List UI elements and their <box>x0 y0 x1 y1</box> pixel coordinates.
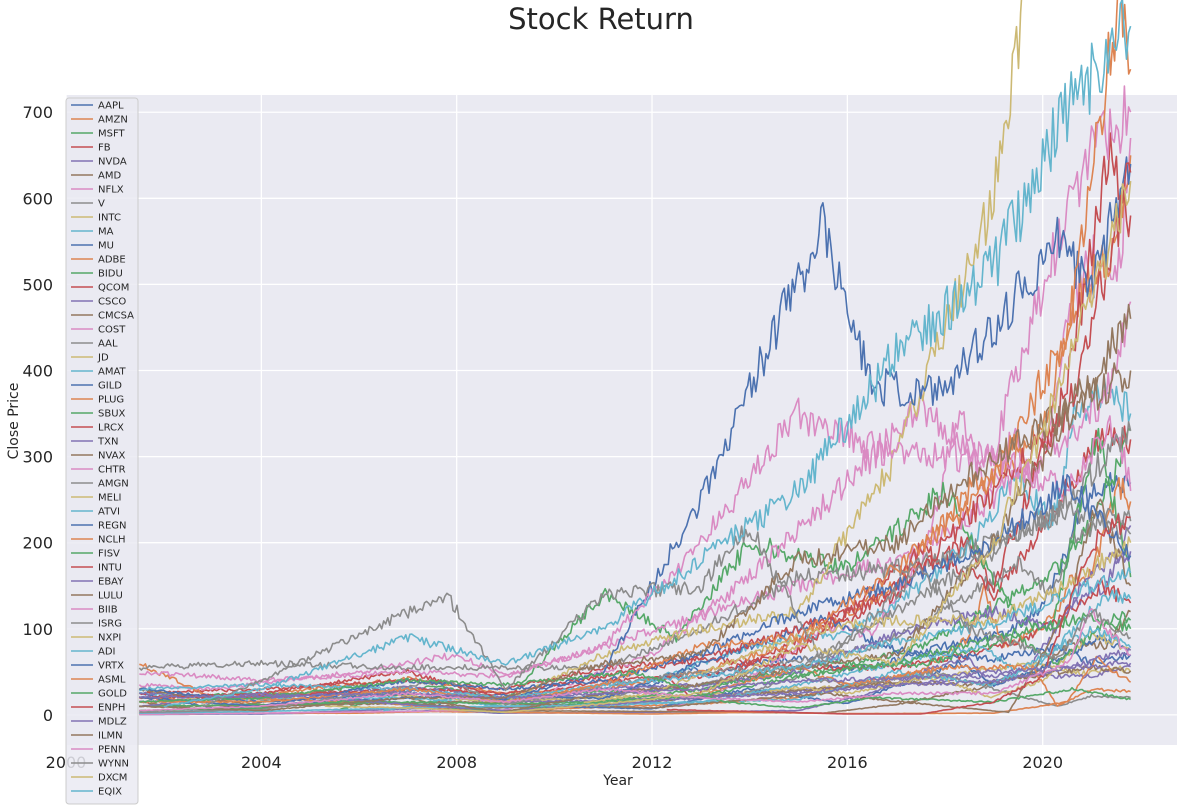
legend-label: AMZN <box>98 115 128 126</box>
y-tick-label: 400 <box>22 361 53 380</box>
legend-label: MSFT <box>98 129 126 140</box>
legend-label: TXN <box>97 437 118 448</box>
legend-label: ENPH <box>98 703 125 714</box>
series-line-nvax <box>139 498 1132 714</box>
legend-label: INTC <box>98 213 121 224</box>
legend-label: ADBE <box>98 255 126 266</box>
legend-label: BIIB <box>98 605 118 616</box>
series-line-atvi <box>139 625 1132 714</box>
legend-label: NCLH <box>98 535 126 546</box>
legend-label: WYNN <box>98 759 129 770</box>
series-line-eqix <box>163 0 1132 708</box>
legend-label: NXPI <box>98 633 121 644</box>
series-line-gold <box>139 670 1131 709</box>
legend-label: JD <box>97 353 109 364</box>
legend-label: ILMN <box>98 731 123 742</box>
legend-label: ASML <box>98 675 126 686</box>
legend-label: GILD <box>98 381 122 392</box>
x-tick-label: 2016 <box>827 753 868 772</box>
legend-label: DXCM <box>98 773 127 784</box>
legend-label: MELI <box>98 493 121 504</box>
legend-label: EQIX <box>98 787 122 798</box>
x-tick-label: 2004 <box>241 753 282 772</box>
legend-label: AMD <box>98 171 121 182</box>
legend-label: MU <box>98 241 114 252</box>
y-tick-label: 700 <box>22 103 53 122</box>
legend-label: AAL <box>98 339 118 350</box>
legend-label: LULU <box>98 591 123 602</box>
legend-label: NVAX <box>98 451 126 462</box>
series-line-dxcm <box>324 181 1132 713</box>
series-line-chtr <box>553 85 1132 691</box>
legend-label: MA <box>98 227 114 238</box>
legend-label: PENN <box>98 745 125 756</box>
legend-label: CMCSA <box>98 311 134 322</box>
series-line-meli <box>456 0 1023 704</box>
legend-label: FB <box>98 143 111 154</box>
legend-label: CHTR <box>98 465 126 476</box>
legend-label: GOLD <box>98 689 127 700</box>
series-line-regn <box>139 156 1132 703</box>
series-line-biib <box>139 397 1132 683</box>
series-line-amgn <box>138 499 1132 672</box>
legend-label: ATVI <box>98 507 120 518</box>
series-line-mdlz <box>139 660 1132 700</box>
legend-label: AMAT <box>98 367 127 378</box>
series-line-ilmn <box>139 362 1132 712</box>
legend-label: NVDA <box>98 157 127 168</box>
x-tick-label: 2020 <box>1022 753 1063 772</box>
x-tick-label: 2012 <box>632 753 673 772</box>
x-tick-label: 2008 <box>436 753 477 772</box>
series-line-nflx <box>139 137 1132 716</box>
y-tick-label: 100 <box>22 620 53 639</box>
legend-label: QCOM <box>98 283 129 294</box>
y-tick-label: 0 <box>43 706 53 725</box>
legend-box <box>65 97 139 805</box>
legend-label: LRCX <box>98 423 124 434</box>
legend-label: COST <box>98 325 126 336</box>
series-line-adbe <box>139 155 1132 703</box>
series-line-penn <box>139 608 1131 712</box>
y-tick-label: 300 <box>22 448 53 467</box>
y-axis-title: Close Price <box>6 383 22 460</box>
legend-label: VRTX <box>98 661 124 672</box>
legend-label: REGN <box>98 521 127 532</box>
series-lines <box>138 0 1132 716</box>
legend-label: SBUX <box>98 409 126 420</box>
x-axis-title: Year <box>602 773 633 789</box>
legend-label: CSCO <box>98 297 126 308</box>
legend-label: ISRG <box>98 619 122 630</box>
legend-label: MDLZ <box>98 717 127 728</box>
legend-label: NFLX <box>98 185 124 196</box>
legend-label: EBAY <box>98 577 124 588</box>
legend-label: PLUG <box>98 395 124 406</box>
y-tick-label: 500 <box>22 275 53 294</box>
legend-label: INTU <box>98 563 122 574</box>
legend-label: AAPL <box>98 101 124 112</box>
legend-label: V <box>98 199 105 210</box>
legend: AAPL AMZN MSFT FB NVDA AMD NFLX V INTC MA MU ADBE BI… <box>65 97 139 805</box>
legend-label: FISV <box>98 549 120 560</box>
y-tick-label: 200 <box>22 534 53 553</box>
legend-label: BIDU <box>98 269 123 280</box>
legend-label: ADI <box>98 647 116 658</box>
y-tick-label: 600 <box>22 189 53 208</box>
chart-title: Stock Return <box>508 2 694 36</box>
grid <box>65 95 1177 745</box>
legend-label: AMGN <box>98 479 129 490</box>
y-tick-labels: 0 100 200 300 400 500 600 700 <box>22 103 53 725</box>
series-line-fisv <box>139 612 1132 708</box>
series-line-ebay <box>139 647 1132 712</box>
series-line-enph <box>666 513 1131 715</box>
